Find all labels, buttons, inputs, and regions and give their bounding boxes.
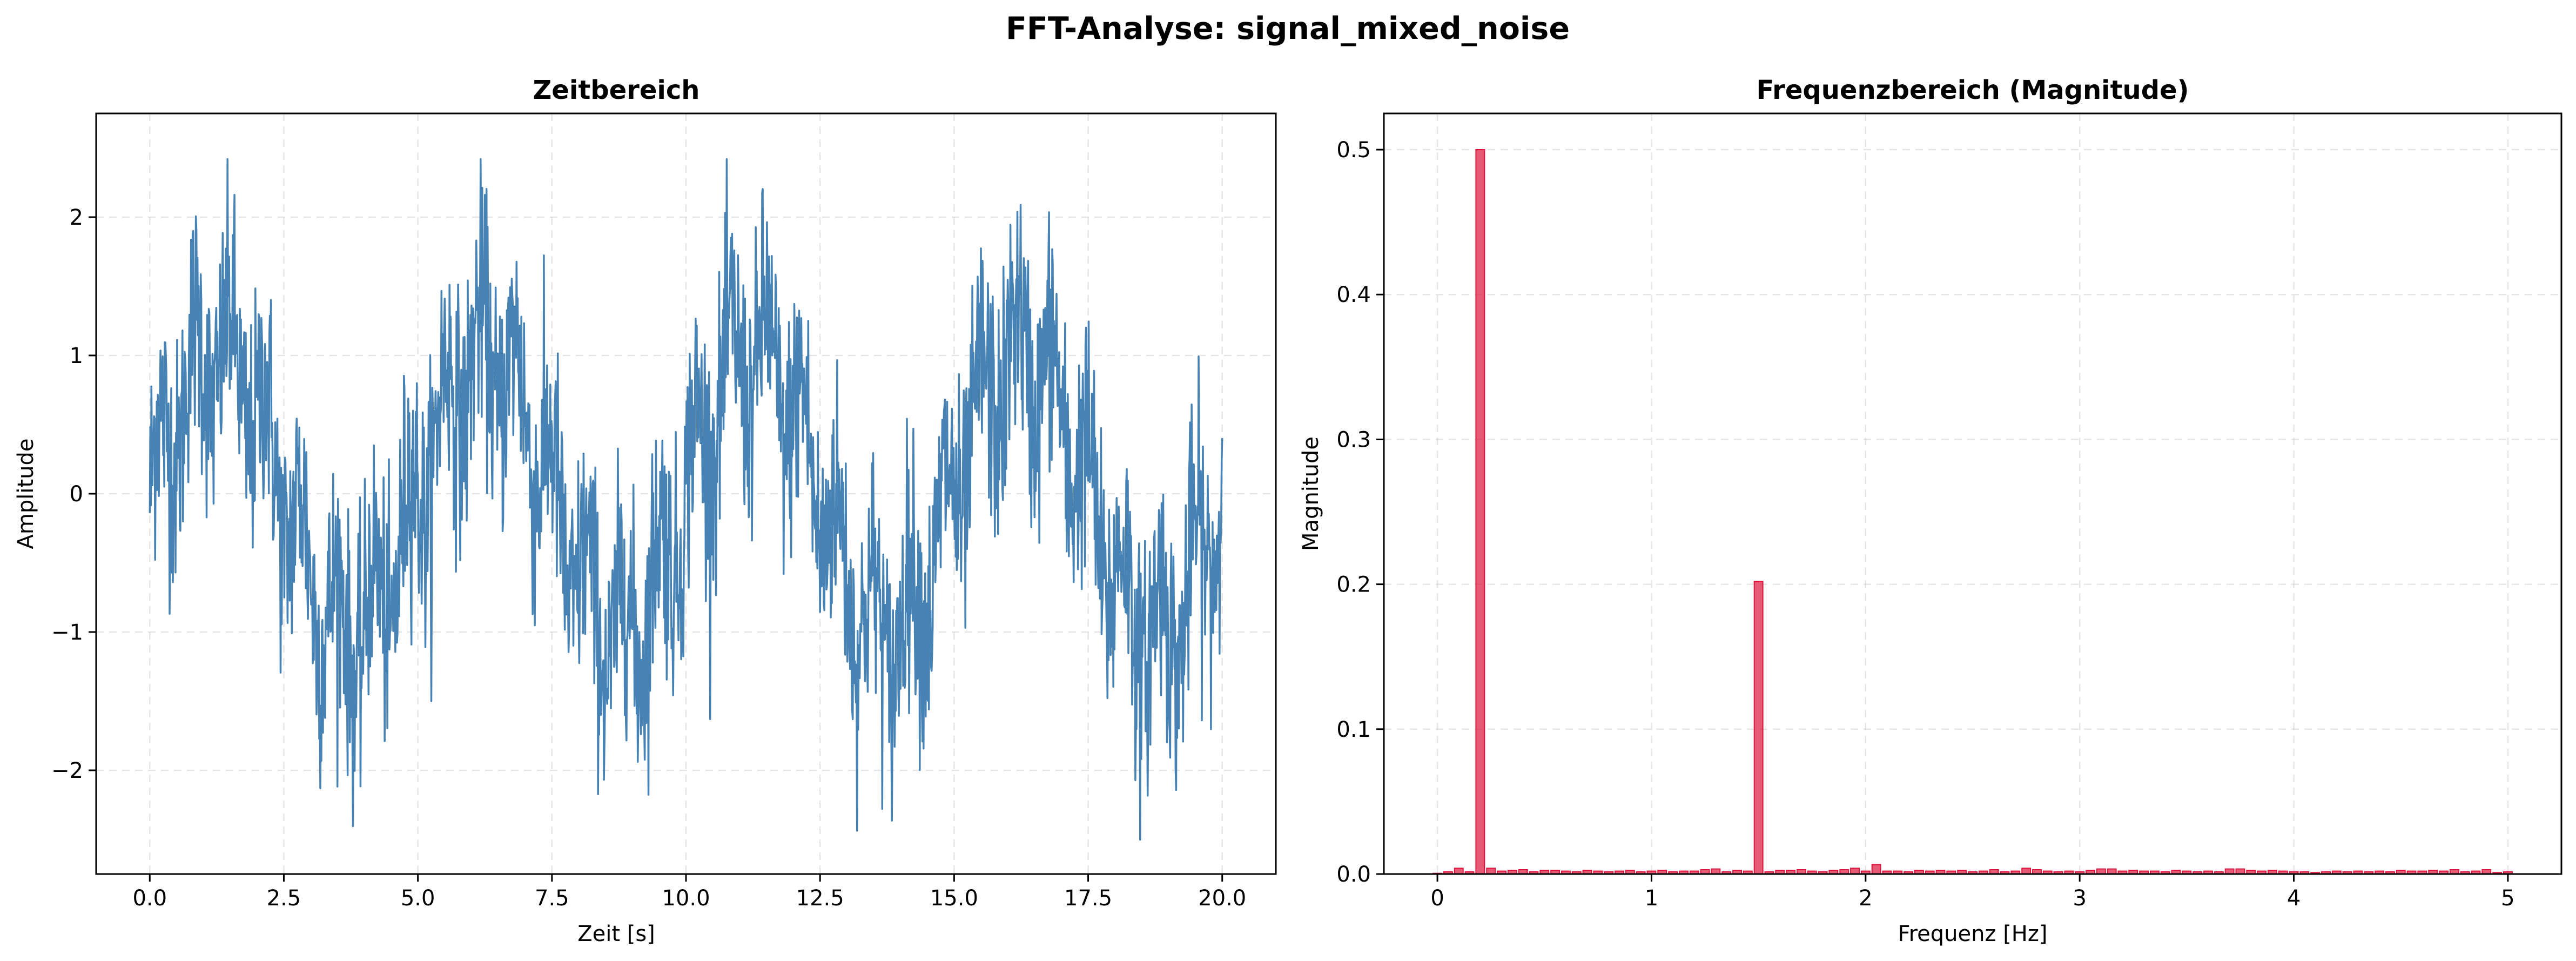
time-domain-xtick-label: 15.0 <box>930 886 978 911</box>
time-domain-ticks: 0.0 2.5 5.0 7.5 10.0 12.5 15.0 17.5 20.0 −2 −1 0 1 2 <box>51 205 1246 911</box>
frequency-domain-xtick-label: 0 <box>1430 886 1444 911</box>
frequency-bar <box>1486 868 1496 875</box>
time-domain-xtick-label: 12.5 <box>796 886 844 911</box>
frequency-domain-xtick-label: 2 <box>1859 886 1872 911</box>
time-domain-ytick-label: −1 <box>51 620 83 645</box>
figure-suptitle: FFT-Analyse: signal_mixed_noise <box>1006 11 1570 46</box>
frequency-domain-ytick-label: 0.1 <box>1336 717 1371 742</box>
time-domain-xtick-label: 20.0 <box>1198 886 1246 911</box>
frequency-domain-ytick-label: 0.5 <box>1336 138 1371 163</box>
frequency-domain-ytick-label: 0.3 <box>1336 427 1371 452</box>
frequency-domain-xtick-label: 4 <box>2287 886 2301 911</box>
frequency-domain-frame <box>1383 112 2562 875</box>
frequency-bar <box>1475 149 1485 875</box>
frequency-domain-xlabel: Frequenz [Hz] <box>1898 922 2048 946</box>
frequency-domain-ticks: 0 1 2 3 4 5 0.0 0.1 0.2 0.3 0.4 0.5 <box>1336 138 2514 911</box>
time-domain-xtick-label: 2.5 <box>267 886 301 911</box>
frequency-domain-xtick-label: 5 <box>2501 886 2514 911</box>
frequency-domain-xtick-label: 3 <box>2073 886 2086 911</box>
time-domain-xlabel: Zeit [s] <box>577 922 655 946</box>
time-signal-line <box>149 158 1223 841</box>
frequency-domain-title: Frequenzbereich (Magnitude) <box>1756 75 2189 105</box>
frequency-domain-xtick-label: 1 <box>1645 886 1658 911</box>
time-domain-xtick-label: 17.5 <box>1064 886 1112 911</box>
frequency-domain-panel: Frequenzbereich (Magnitude) 0 1 2 3 4 5 0.0 0.1… <box>1299 75 2562 946</box>
frequency-domain-ytick-label: 0.4 <box>1336 283 1371 307</box>
frequency-bar <box>1454 868 1464 875</box>
time-domain-panel: Zeitbereich 0.0 2.5 5.0 7.5 10.0 12.5 15.0 17.5… <box>14 75 1277 946</box>
time-domain-ytick-label: 1 <box>70 344 83 368</box>
time-domain-title: Zeitbereich <box>533 75 700 105</box>
time-domain-frame <box>95 112 1277 875</box>
frequency-domain-ytick-label: 0.0 <box>1336 862 1371 887</box>
frequency-domain-ylabel: Magnitude <box>1299 436 1323 551</box>
time-domain-ylabel: Amplitude <box>14 439 38 549</box>
frequency-domain-ytick-label: 0.2 <box>1336 573 1371 597</box>
time-domain-xtick-label: 0.0 <box>132 886 167 911</box>
frequency-bar <box>1850 868 1860 875</box>
time-domain-xtick-label: 5.0 <box>401 886 435 911</box>
time-domain-ytick-label: 2 <box>70 205 83 230</box>
time-domain-xtick-label: 10.0 <box>662 886 710 911</box>
time-domain-xtick-label: 7.5 <box>535 886 569 911</box>
frequency-bar <box>1753 581 1764 875</box>
frequency-bar <box>1871 864 1881 875</box>
frequency-bar <box>2021 868 2032 875</box>
time-domain-ytick-label: 0 <box>70 482 83 507</box>
time-domain-ytick-label: −2 <box>51 758 83 783</box>
